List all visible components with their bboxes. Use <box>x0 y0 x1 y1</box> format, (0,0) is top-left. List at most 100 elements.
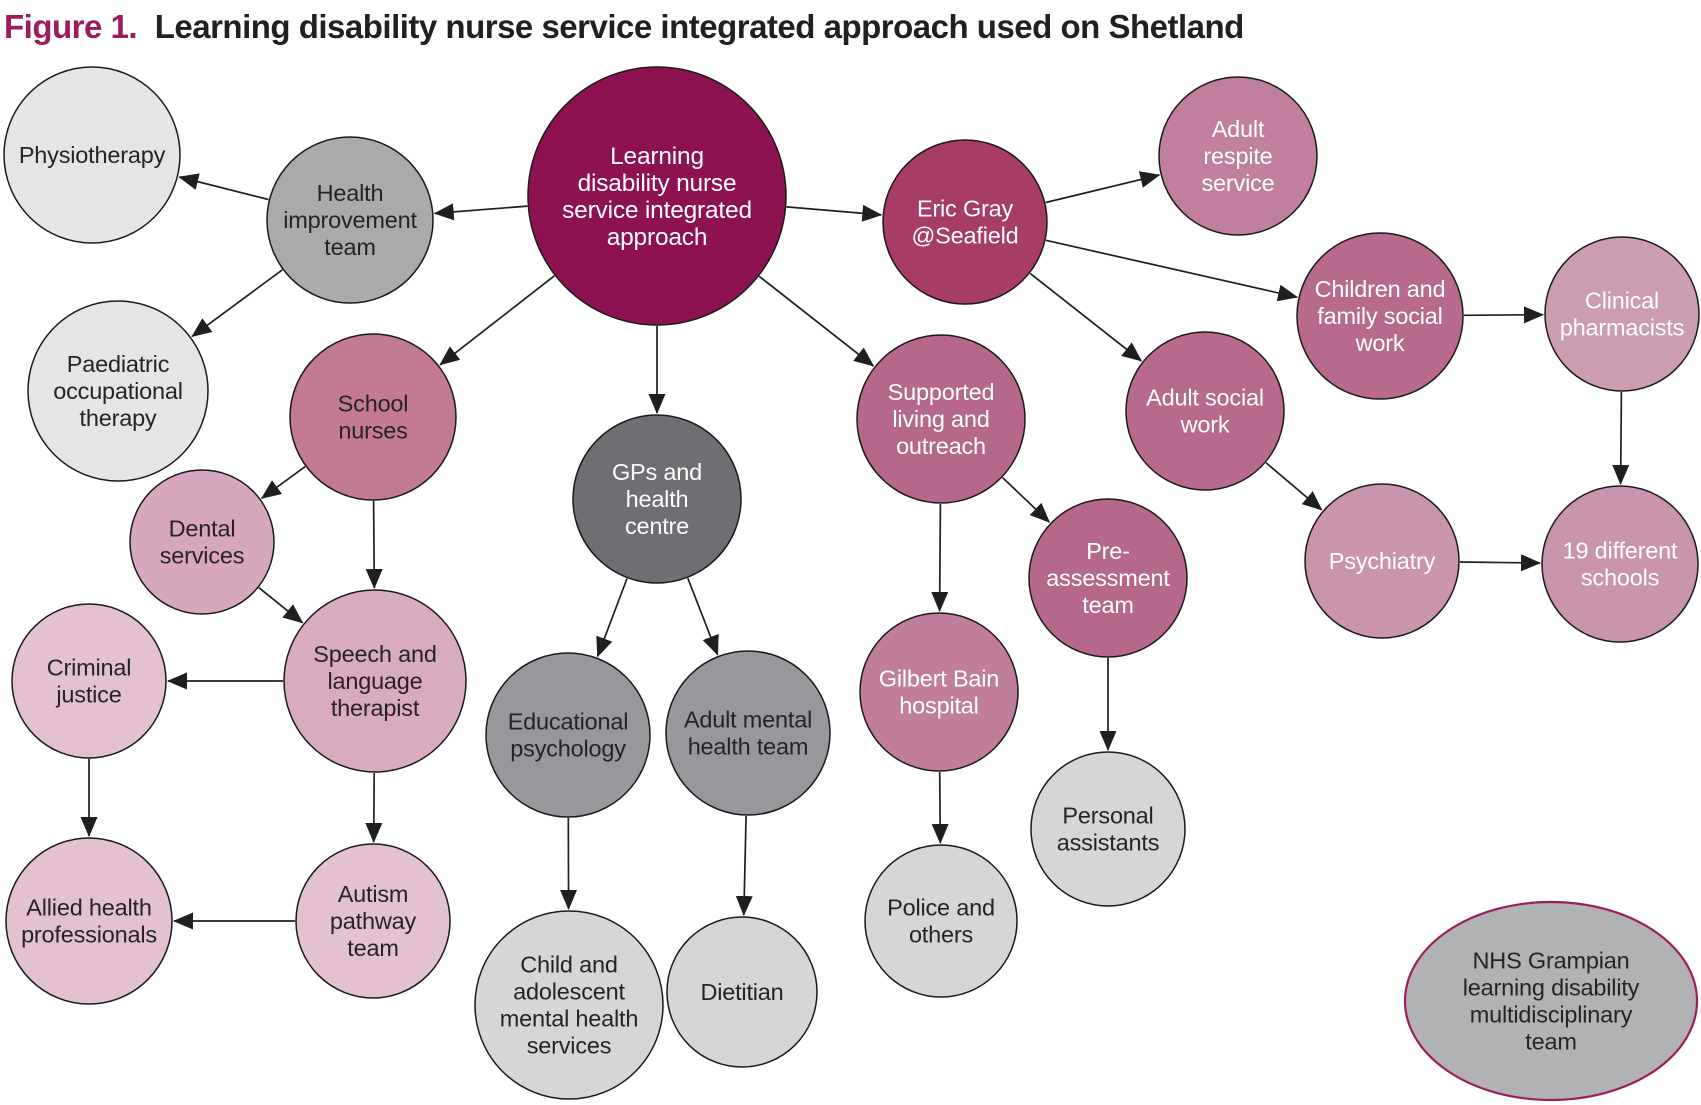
node-shape-dental <box>129 469 275 615</box>
node-criminal-justice: Criminal justice <box>11 603 167 759</box>
arrow-central-to-health-improvement <box>433 203 528 221</box>
figure-title: Figure 1. Learning disability nurse serv… <box>4 8 1244 45</box>
node-schools-19: 19 different schools <box>1541 485 1699 643</box>
node-personal-assistants: Personal assistants <box>1030 751 1186 907</box>
nodes-layer: Learning disability nurse service integrat… <box>3 66 1700 1102</box>
arrow-central-to-supported-living <box>758 275 875 367</box>
node-shape-personal-assistants <box>1030 751 1186 907</box>
arrow-health-improvement-to-physiotherapy <box>178 173 269 201</box>
node-gps: GPs and health centre <box>572 414 742 584</box>
arrow-adult-mental-to-dietitian <box>735 815 753 916</box>
node-shape-gps <box>572 414 742 584</box>
node-label-nhs-grampian: NHS Grampian learning disability multidisc… <box>1463 948 1640 1055</box>
node-shape-paediatric-ot <box>27 300 209 482</box>
node-shape-allied-health <box>5 837 173 1005</box>
edges-layer <box>80 171 1630 930</box>
arrow-eric-gray-to-children-family <box>1045 239 1299 302</box>
node-paediatric-ot: Paediatric occupational therapy <box>27 300 209 482</box>
node-shape-gilbert-bain <box>859 612 1019 772</box>
node-gilbert-bain: Gilbert Bain hospital <box>859 612 1019 772</box>
node-psychiatry: Psychiatry <box>1304 483 1460 639</box>
node-children-family: Children and family social work <box>1296 232 1464 400</box>
node-label-autism: Autism pathway team <box>330 881 417 961</box>
node-adult-social: Adult social work <box>1125 331 1285 491</box>
node-shape-nhs-grampian <box>1403 900 1699 1102</box>
node-shape-criminal-justice <box>11 603 167 759</box>
node-label-ed-psych: Educational psychology <box>508 709 629 762</box>
node-shape-dietitian <box>666 916 818 1068</box>
node-shape-central <box>527 66 787 326</box>
figure-title-text: Learning disability nurse service integr… <box>155 8 1244 45</box>
arrow-supported-living-to-pre-assessment <box>1002 476 1051 523</box>
node-shape-health-improvement <box>266 136 434 304</box>
node-central: Learning disability nurse service integrat… <box>527 66 787 326</box>
node-label-health-improvement: Health improvement team <box>283 180 417 260</box>
node-label-central: Learning disability nurse service integrat… <box>562 143 752 251</box>
node-shape-pre-assessment <box>1028 498 1188 658</box>
node-label-clinical-pharm: Clinical pharmacists <box>1560 288 1684 341</box>
node-camhs: Child and adolescent mental health services <box>474 910 664 1100</box>
node-pre-assessment: Pre-assessment team <box>1028 498 1188 658</box>
node-label-supported-living: Supported living and outreach <box>888 379 995 459</box>
arrow-clinical-pharm-to-schools-19 <box>1612 391 1630 485</box>
node-label-school-nurses: School nurses <box>338 391 409 444</box>
node-shape-adult-mental <box>665 650 831 816</box>
arrow-eric-gray-to-adult-social <box>1029 272 1143 362</box>
arrow-central-to-school-nurses <box>439 275 555 366</box>
arrow-supported-living-to-gilbert-bain <box>931 503 949 612</box>
arrow-health-improvement-to-paediatric-ot <box>191 269 283 338</box>
node-label-adult-social: Adult social work <box>1146 385 1264 438</box>
arrow-children-family-to-clinical-pharm <box>1463 306 1544 324</box>
arrow-school-nurses-to-dental <box>260 465 306 499</box>
node-label-children-family: Children and family social work <box>1315 276 1446 356</box>
node-health-improvement: Health improvement team <box>266 136 434 304</box>
node-label-personal-assistants: Personal assistants <box>1057 803 1160 856</box>
node-label-gps: GPs and health centre <box>612 459 702 539</box>
node-label-physiotherapy: Physiotherapy <box>19 142 166 168</box>
node-shape-clinical-pharm <box>1544 236 1700 392</box>
node-speech: Speech and language therapist <box>283 589 467 773</box>
node-shape-psychiatry <box>1304 483 1460 639</box>
node-shape-school-nurses <box>289 333 457 501</box>
node-ed-psych: Educational psychology <box>485 652 651 818</box>
node-label-police: Police and others <box>887 895 995 948</box>
node-clinical-pharm: Clinical pharmacists <box>1544 236 1700 392</box>
arrow-central-to-eric-gray <box>786 204 883 222</box>
node-label-allied-health: Allied health professionals <box>21 895 157 948</box>
arrow-gps-to-adult-mental <box>687 577 719 656</box>
node-label-dental: Dental services <box>160 516 245 569</box>
node-label-camhs: Child and adolescent mental health services <box>500 952 639 1059</box>
arrow-eric-gray-to-adult-respite <box>1045 171 1161 204</box>
node-label-pre-assessment: Pre-assessment team <box>1046 538 1170 618</box>
node-label-criminal-justice: Criminal justice <box>47 655 132 708</box>
node-eric-gray: Eric Gray @Seafield <box>882 139 1048 305</box>
figure-number: Figure 1. <box>4 8 137 45</box>
node-label-adult-respite: Adult respite service <box>1201 116 1274 196</box>
node-shape-autism <box>295 843 451 999</box>
node-police: Police and others <box>864 844 1018 998</box>
arrow-gps-to-ed-psych <box>596 578 628 658</box>
node-dental: Dental services <box>129 469 275 615</box>
node-nhs-grampian: NHS Grampian learning disability multidisc… <box>1403 900 1699 1102</box>
arrow-speech-to-autism <box>365 772 383 843</box>
arrow-gilbert-bain-to-police <box>931 771 949 844</box>
node-shape-ed-psych <box>485 652 651 818</box>
node-shape-camhs <box>474 910 664 1100</box>
node-school-nurses: School nurses <box>289 333 457 501</box>
node-autism: Autism pathway team <box>295 843 451 999</box>
node-shape-children-family <box>1296 232 1464 400</box>
node-shape-schools-19 <box>1541 485 1699 643</box>
node-label-psychiatry: Psychiatry <box>1329 548 1436 574</box>
node-adult-mental: Adult mental health team <box>665 650 831 816</box>
node-allied-health: Allied health professionals <box>5 837 173 1005</box>
node-shape-supported-living <box>856 334 1026 504</box>
node-shape-adult-social <box>1125 331 1285 491</box>
node-shape-police <box>864 844 1018 998</box>
node-label-speech: Speech and language therapist <box>313 641 436 721</box>
arrow-psychiatry-to-schools-19 <box>1459 554 1541 572</box>
arrow-school-nurses-to-speech <box>365 500 383 589</box>
node-label-eric-gray: Eric Gray @Seafield <box>912 196 1019 249</box>
node-label-schools-19: 19 different schools <box>1563 538 1678 591</box>
